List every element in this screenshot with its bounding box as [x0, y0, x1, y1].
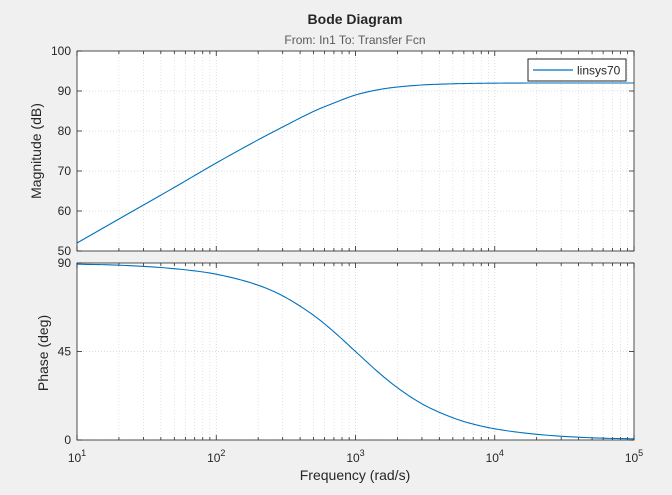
magnitude-series-line: [76, 82, 634, 244]
magnitude-y-tick-label: 100: [51, 44, 71, 58]
magnitude-y-tick-label: 90: [58, 84, 72, 98]
magnitude-y-tick-label: 70: [58, 164, 72, 178]
x-tick-labels: 101 102 103 104 105: [68, 448, 643, 465]
legend: linsys70: [527, 58, 627, 82]
x-axis-label: Frequency (rad/s): [300, 467, 410, 483]
x-tick-label: 101: [68, 448, 86, 465]
phase-panel: 0 45 90: [58, 256, 635, 447]
phase-axes-frame: [76, 262, 635, 441]
chart-subtitle: From: In1 To: Transfer Fcn: [284, 33, 425, 47]
x-tick-label: 105: [625, 448, 643, 465]
phase-y-tick-label: 90: [58, 256, 72, 270]
legend-box: [527, 58, 627, 82]
x-tick-label: 104: [486, 448, 504, 465]
phase-y-axis-label: Phase (deg): [35, 315, 51, 391]
magnitude-y-tick-label: 60: [58, 204, 72, 218]
magnitude-panel: 50 60 70 80 90 100: [51, 44, 635, 258]
phase-y-tick-label: 45: [58, 345, 72, 359]
magnitude-y-axis-label: Magnitude (dB): [28, 103, 44, 199]
x-tick-label: 102: [207, 448, 225, 465]
magnitude-y-tick-label: 50: [58, 244, 72, 258]
x-tick-label: 103: [346, 448, 364, 465]
magnitude-axes-frame: [76, 50, 635, 252]
chart-title: Bode Diagram: [308, 11, 403, 27]
phase-y-tick-label: 0: [64, 433, 71, 447]
phase-series-line: [76, 263, 635, 440]
legend-entry-label: linsys70: [577, 64, 621, 78]
magnitude-y-tick-label: 80: [58, 124, 72, 138]
